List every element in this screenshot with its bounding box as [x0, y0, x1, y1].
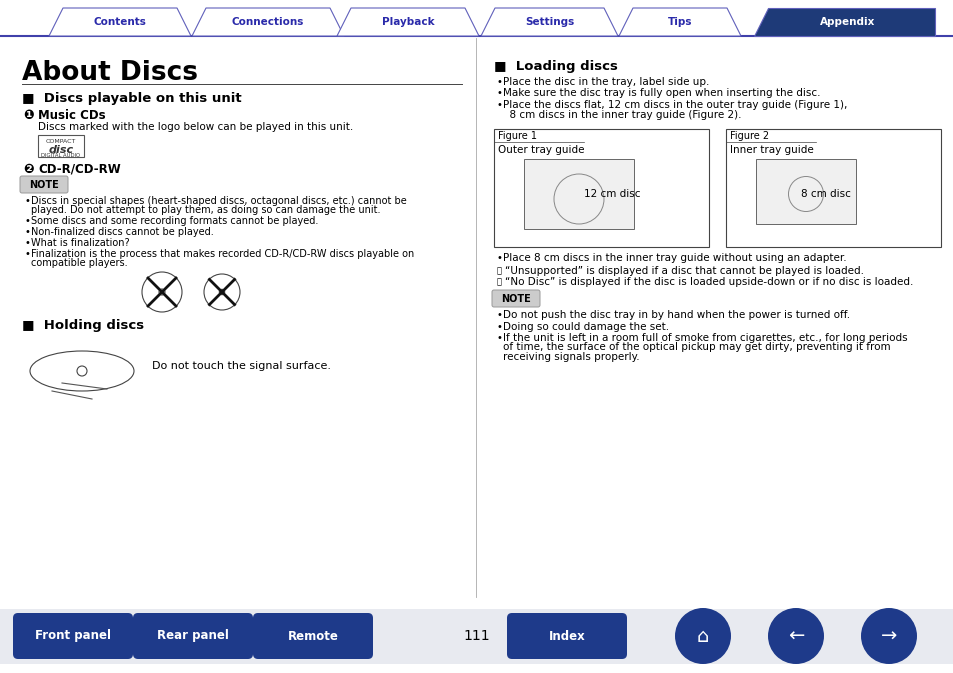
Text: NOTE: NOTE: [500, 293, 530, 304]
Text: Place the disc in the tray, label side up.: Place the disc in the tray, label side u…: [502, 77, 709, 87]
Polygon shape: [49, 8, 191, 36]
Text: →: →: [880, 627, 896, 645]
Text: disc: disc: [49, 145, 73, 155]
Text: 12 cm disc: 12 cm disc: [583, 189, 639, 199]
Text: •: •: [497, 100, 502, 110]
Text: Do not push the disc tray in by hand when the power is turned off.: Do not push the disc tray in by hand whe…: [502, 310, 849, 320]
Text: COMPACT: COMPACT: [46, 139, 76, 144]
Circle shape: [675, 608, 730, 664]
Text: receiving signals properly.: receiving signals properly.: [502, 352, 639, 362]
Bar: [755, 159, 855, 224]
Polygon shape: [336, 8, 478, 36]
Bar: [0, 609, 953, 664]
Text: Place 8 cm discs in the inner tray guide without using an adapter.: Place 8 cm discs in the inner tray guide…: [502, 253, 845, 263]
Text: ❶: ❶: [23, 109, 33, 122]
Text: •: •: [25, 249, 30, 259]
Text: ■  Holding discs: ■ Holding discs: [22, 319, 144, 332]
Text: 8 cm disc: 8 cm disc: [801, 189, 850, 199]
Text: Appendix: Appendix: [819, 17, 874, 27]
Text: •: •: [497, 333, 502, 343]
Polygon shape: [618, 8, 740, 36]
Text: CD-R/CD-RW: CD-R/CD-RW: [38, 163, 121, 176]
Text: •: •: [25, 216, 30, 226]
Text: •: •: [497, 322, 502, 332]
Text: Do not touch the signal surface.: Do not touch the signal surface.: [152, 361, 331, 371]
Text: ←: ←: [787, 627, 803, 645]
Text: 🖉: 🖉: [497, 266, 501, 275]
Text: of time, the surface of the optical pickup may get dirty, preventing it from: of time, the surface of the optical pick…: [502, 343, 890, 353]
Text: ■  Discs playable on this unit: ■ Discs playable on this unit: [22, 92, 241, 105]
Text: 111: 111: [463, 629, 490, 643]
Text: •: •: [497, 253, 502, 263]
Text: Discs marked with the logo below can be played in this unit.: Discs marked with the logo below can be …: [38, 122, 353, 132]
Text: Index: Index: [548, 629, 585, 643]
Text: If the unit is left in a room full of smoke from cigarettes, etc., for long peri: If the unit is left in a room full of sm…: [502, 333, 906, 343]
Text: DIGITAL AUDIO: DIGITAL AUDIO: [42, 153, 80, 158]
Text: •: •: [25, 196, 30, 206]
Text: Outer tray guide: Outer tray guide: [497, 145, 584, 155]
Polygon shape: [480, 8, 618, 36]
Text: Figure 2: Figure 2: [729, 131, 768, 141]
Text: Tips: Tips: [667, 17, 692, 27]
Text: Front panel: Front panel: [35, 629, 111, 643]
Text: •: •: [497, 77, 502, 87]
Text: ❷: ❷: [23, 163, 33, 176]
Bar: [38, 135, 84, 157]
Text: •: •: [497, 89, 502, 98]
Text: •: •: [25, 227, 30, 237]
Text: compatible players.: compatible players.: [30, 258, 128, 268]
Text: Rear panel: Rear panel: [157, 629, 229, 643]
Bar: [725, 129, 940, 247]
FancyBboxPatch shape: [13, 613, 132, 659]
Text: Playback: Playback: [381, 17, 434, 27]
Polygon shape: [753, 8, 934, 36]
Bar: [494, 129, 708, 247]
Text: About Discs: About Discs: [22, 60, 198, 86]
Text: 🖉: 🖉: [497, 277, 501, 286]
Text: Inner tray guide: Inner tray guide: [729, 145, 813, 155]
Text: NOTE: NOTE: [30, 180, 59, 190]
Text: played. Do not attempt to play them, as doing so can damage the unit.: played. Do not attempt to play them, as …: [30, 205, 380, 215]
FancyBboxPatch shape: [132, 613, 253, 659]
Text: Some discs and some recording formats cannot be played.: Some discs and some recording formats ca…: [30, 216, 318, 226]
Text: Finalization is the process that makes recorded CD-R/CD-RW discs playable on: Finalization is the process that makes r…: [30, 249, 414, 259]
Text: Doing so could damage the set.: Doing so could damage the set.: [502, 322, 668, 332]
FancyBboxPatch shape: [492, 290, 539, 307]
Text: ⌂: ⌂: [696, 627, 708, 645]
Text: •: •: [25, 238, 30, 248]
FancyBboxPatch shape: [20, 176, 68, 193]
Text: Remote: Remote: [287, 629, 338, 643]
Text: Discs in special shapes (heart-shaped discs, octagonal discs, etc.) cannot be: Discs in special shapes (heart-shaped di…: [30, 196, 406, 206]
Text: Contents: Contents: [93, 17, 146, 27]
Text: 8 cm discs in the inner tray guide (Figure 2).: 8 cm discs in the inner tray guide (Figu…: [502, 110, 740, 120]
Text: ■  Loading discs: ■ Loading discs: [494, 60, 618, 73]
FancyBboxPatch shape: [253, 613, 373, 659]
FancyBboxPatch shape: [506, 613, 626, 659]
Text: Place the discs flat, 12 cm discs in the outer tray guide (Figure 1),: Place the discs flat, 12 cm discs in the…: [502, 100, 846, 110]
Text: •: •: [497, 310, 502, 320]
Bar: [523, 159, 634, 229]
Text: Music CDs: Music CDs: [38, 109, 106, 122]
Text: “Unsupported” is displayed if a disc that cannot be played is loaded.: “Unsupported” is displayed if a disc tha…: [504, 266, 863, 276]
Text: Settings: Settings: [524, 17, 574, 27]
Text: Connections: Connections: [232, 17, 304, 27]
Circle shape: [861, 608, 916, 664]
Text: Figure 1: Figure 1: [497, 131, 537, 141]
Polygon shape: [192, 8, 344, 36]
Text: Make sure the disc tray is fully open when inserting the disc.: Make sure the disc tray is fully open wh…: [502, 89, 820, 98]
Text: What is finalization?: What is finalization?: [30, 238, 130, 248]
Text: Non-finalized discs cannot be played.: Non-finalized discs cannot be played.: [30, 227, 213, 237]
Circle shape: [767, 608, 823, 664]
Text: “No Disc” is displayed if the disc is loaded upside-down or if no disc is loaded: “No Disc” is displayed if the disc is lo…: [504, 277, 912, 287]
